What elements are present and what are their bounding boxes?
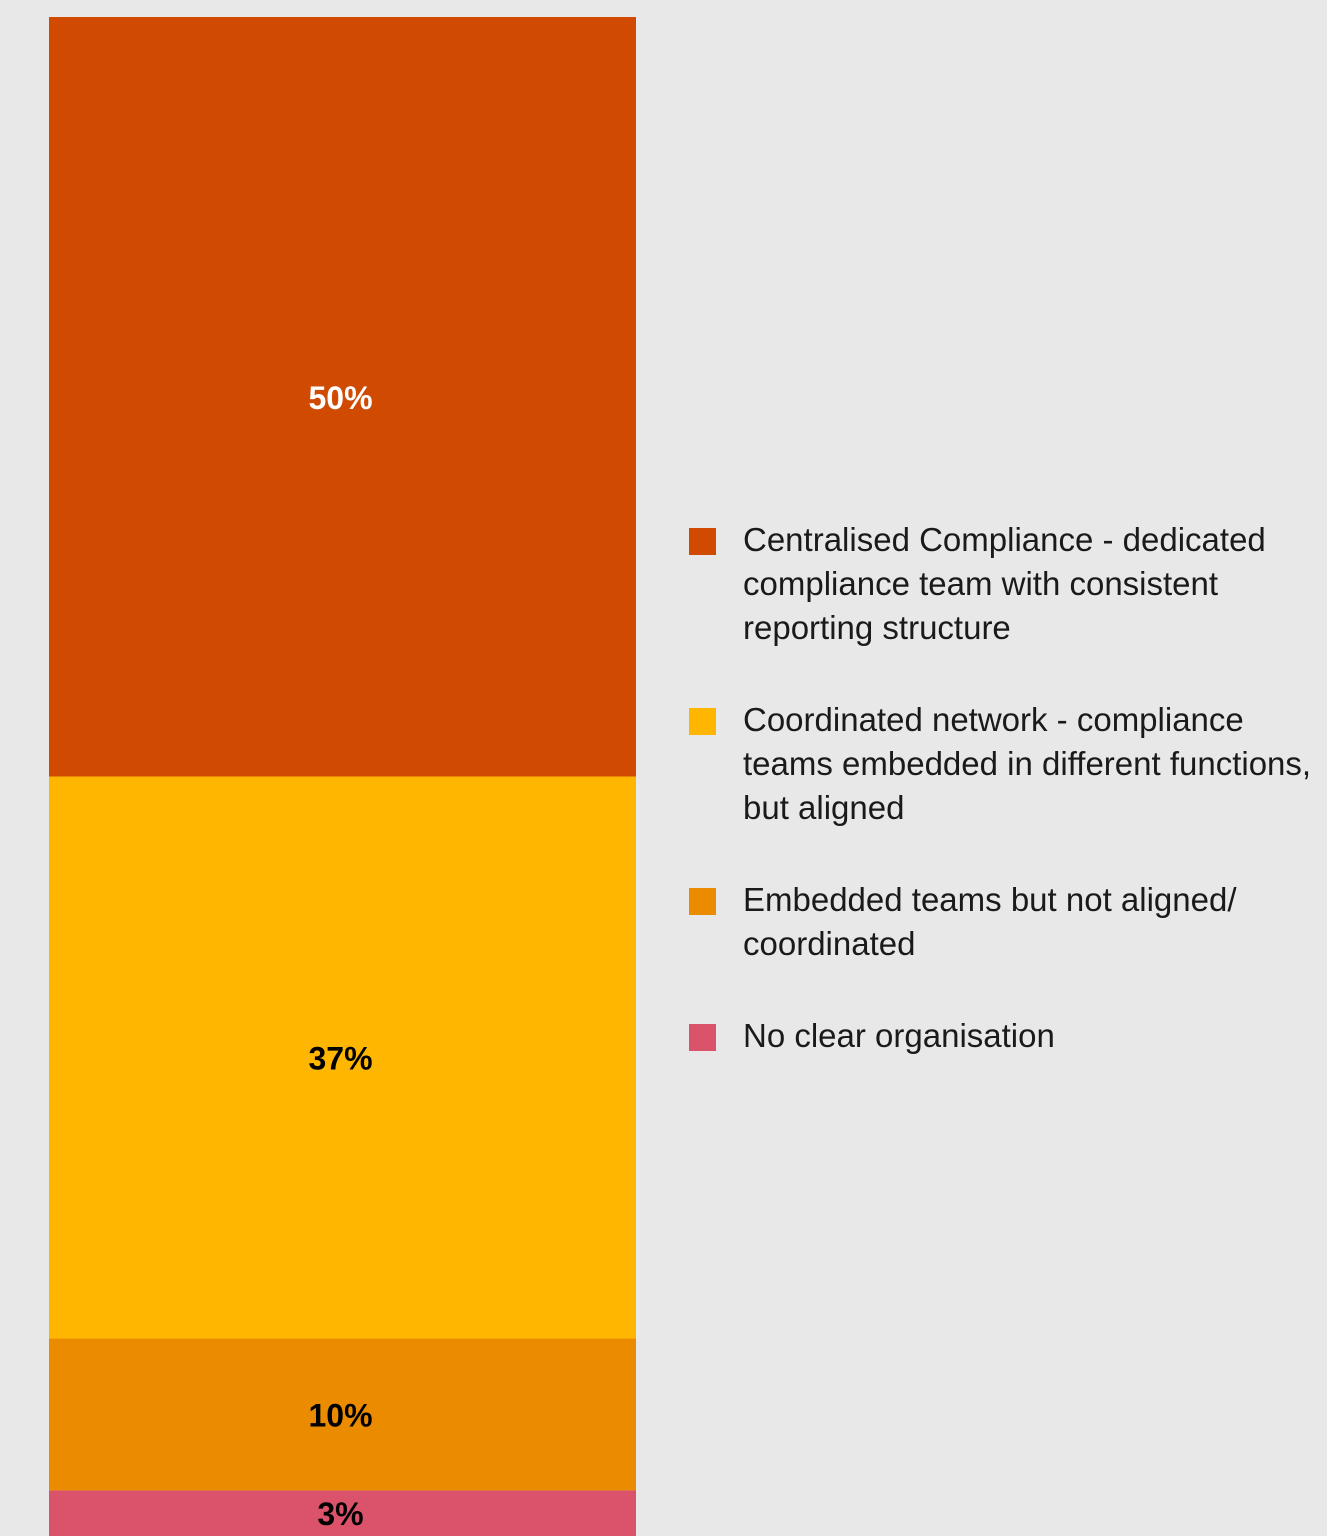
bar-segment-label-3: 3% [317, 1496, 363, 1532]
bar-segment-label-1: 37% [308, 1041, 372, 1077]
legend-swatch-no-clear [689, 1024, 716, 1051]
legend-swatch-embedded [689, 888, 716, 915]
bar-segment-label-0: 50% [308, 380, 372, 416]
legend: Centralised Compliance - dedicated compl… [689, 518, 1325, 1106]
legend-swatch-coordinated [689, 708, 716, 735]
legend-label-centralised: Centralised Compliance - dedicated compl… [743, 521, 1266, 646]
bar-segment-label-2: 10% [308, 1397, 372, 1433]
legend-swatch-centralised [689, 528, 716, 555]
legend-label-embedded: Embedded teams but not aligned/ coordina… [743, 881, 1237, 962]
stacked-bar: 50% 37% 10% 3% [49, 17, 636, 1536]
legend-item-centralised: Centralised Compliance - dedicated compl… [689, 518, 1325, 650]
legend-label-coordinated: Coordinated network - compliance teams e… [743, 701, 1311, 826]
legend-item-no-clear: No clear organisation [689, 1014, 1325, 1058]
legend-item-embedded: Embedded teams but not aligned/ coordina… [689, 878, 1325, 966]
legend-item-coordinated: Coordinated network - compliance teams e… [689, 698, 1325, 830]
legend-label-no-clear: No clear organisation [743, 1017, 1055, 1054]
